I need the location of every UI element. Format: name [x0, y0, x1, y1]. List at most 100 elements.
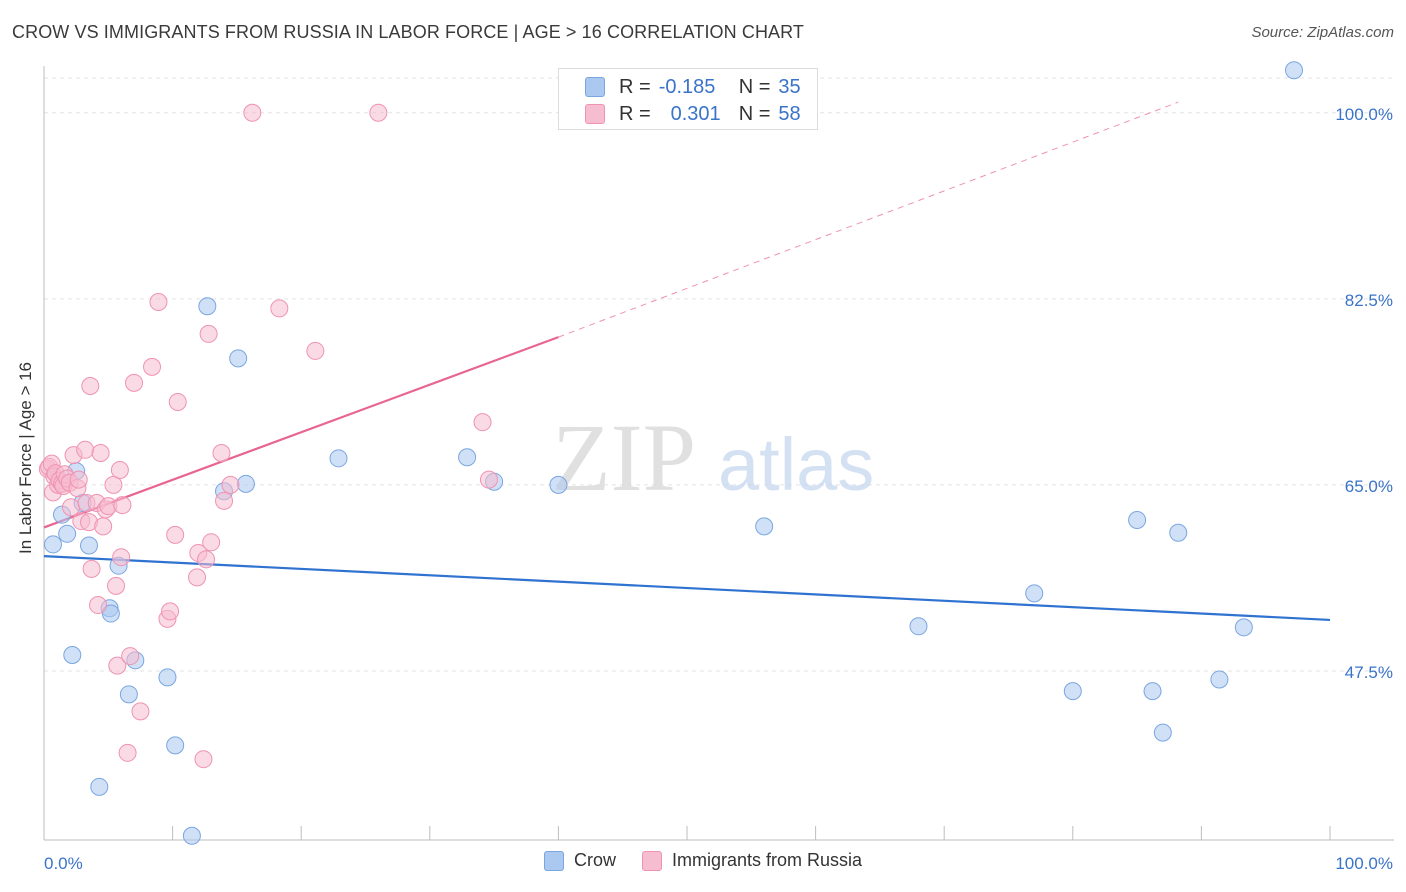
crow-point [1234, 618, 1253, 637]
crow-point [101, 604, 120, 623]
y-tick-label: 65.0% [1345, 477, 1393, 496]
r-value: 0.301 [670, 102, 721, 125]
crow-point [1063, 682, 1082, 701]
trendlines-layer [43, 101, 1331, 622]
trendline [558, 101, 1179, 338]
russia-point [104, 475, 123, 494]
russia-point [118, 743, 137, 762]
legend-label-russia: Immigrants from Russia [671, 850, 863, 870]
crow-point [90, 777, 109, 796]
russia-point [202, 533, 221, 552]
crow-point [909, 617, 928, 636]
russia-point [113, 496, 132, 515]
crow-point [80, 536, 99, 555]
russia-point [188, 568, 207, 587]
source-label: Source: ZipAtlas.com [1251, 24, 1394, 41]
n-label: N = [738, 102, 771, 125]
russia-point [82, 559, 101, 578]
trendline [43, 555, 1331, 622]
russia-point [212, 444, 231, 462]
crow-point [182, 826, 201, 845]
crow-point [458, 448, 477, 467]
y-tick-label: 82.5% [1345, 291, 1393, 310]
y-tick-label: 100.0% [1335, 105, 1393, 124]
series-legend: Crow Immigrants from Russia [0, 850, 1406, 871]
russia-point [166, 525, 185, 544]
russia-point [143, 357, 162, 376]
legend-swatch-russia [641, 850, 662, 871]
russia-point [243, 103, 262, 122]
legend-item-crow[interactable]: Crow [543, 850, 616, 871]
russia-point [215, 491, 234, 510]
stats-row-russia: R = 0.301 N = 58 [585, 101, 801, 127]
crow-point [1210, 670, 1229, 689]
russia-point [197, 550, 216, 569]
trendline [43, 336, 559, 529]
crow-point [1025, 584, 1044, 603]
russia-point [108, 656, 127, 675]
russia-point [89, 596, 108, 615]
crow-point [549, 475, 568, 494]
x-tick-label: 0.0% [44, 854, 83, 873]
points-layer [38, 61, 1303, 845]
russia-point [91, 444, 110, 462]
crow-point [1284, 61, 1303, 80]
russia-point [473, 413, 492, 432]
russia-point [194, 750, 213, 769]
axes-layer [43, 66, 1394, 841]
crow-point [44, 535, 63, 554]
grid-layer [44, 77, 1394, 672]
crow-point [329, 449, 348, 468]
crow-point [166, 736, 185, 755]
n-value: 58 [778, 102, 801, 125]
legend-swatch-crow [543, 850, 564, 871]
x-tick-label: 100.0% [1335, 854, 1393, 873]
n-value: 35 [778, 75, 801, 98]
russia-point [110, 461, 129, 480]
n-label: N = [738, 75, 771, 98]
russia-point [125, 373, 144, 392]
russia-point [221, 475, 240, 494]
russia-point [131, 702, 150, 721]
crow-point [229, 349, 248, 368]
crow-point [1128, 510, 1147, 529]
legend-item-russia[interactable]: Immigrants from Russia [641, 850, 863, 871]
russia-point [369, 103, 388, 122]
stats-swatch-russia [585, 104, 605, 124]
russia-point [479, 470, 498, 489]
russia-point [81, 377, 100, 396]
r-value: -0.185 [658, 75, 716, 98]
russia-point [199, 324, 218, 343]
r-label: R = [619, 75, 651, 98]
crow-point [198, 297, 217, 316]
crow-point [755, 517, 774, 536]
stats-row-crow: R = -0.185 N = 35 [585, 74, 801, 100]
russia-point [161, 602, 180, 621]
watermark-zip: ZIP [552, 404, 696, 511]
crow-point [1169, 523, 1188, 542]
crow-point [1153, 723, 1172, 742]
russia-point [69, 470, 88, 489]
y-axis-label: In Labor Force | Age > 16 [16, 361, 35, 555]
crow-point [158, 668, 177, 687]
stats-legend: R = -0.185 N = 35 R = 0.301 N = 58 [558, 68, 818, 130]
russia-point [168, 392, 187, 411]
crow-point [119, 685, 138, 704]
stats-swatch-crow [585, 77, 605, 97]
russia-point [306, 341, 325, 360]
crow-point [1143, 682, 1162, 701]
russia-point [94, 517, 113, 536]
watermark: ZIP atlas [552, 404, 874, 511]
russia-point [112, 548, 131, 567]
r-label: R = [619, 102, 651, 125]
russia-point [270, 299, 289, 318]
y-tick-label: 47.5% [1345, 663, 1393, 682]
crow-point [236, 474, 255, 493]
russia-point [76, 440, 95, 459]
legend-label-crow: Crow [573, 850, 616, 870]
russia-point [121, 647, 140, 666]
crow-point [58, 524, 77, 543]
tick-labels-layer: 47.5% 65.0% 82.5% 100.0% 0.0% 100.0% [44, 105, 1393, 873]
russia-point [107, 576, 126, 595]
